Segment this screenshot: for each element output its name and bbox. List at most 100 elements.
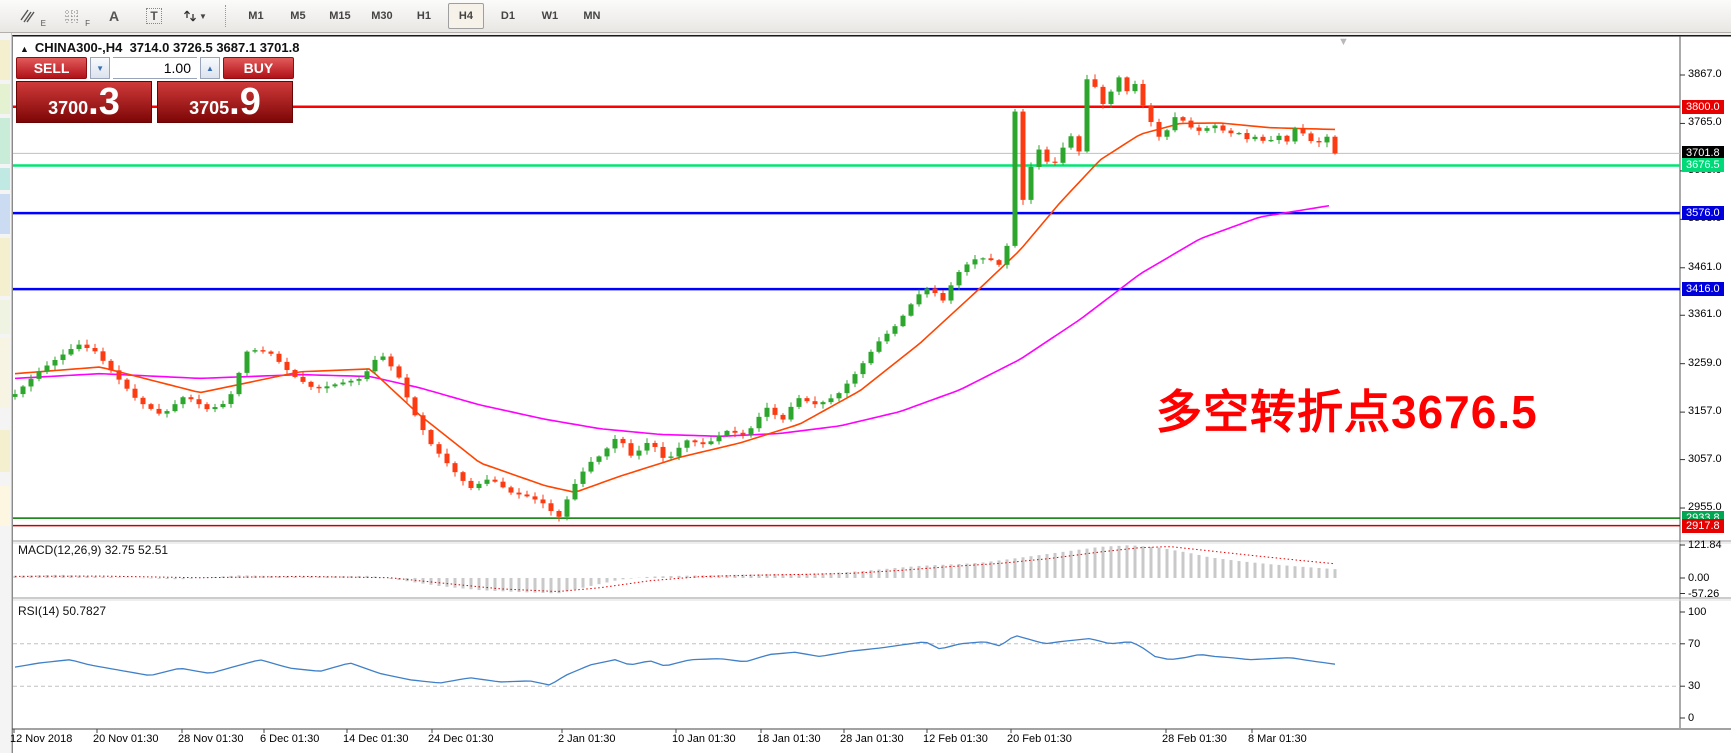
scroll-to-end-marker[interactable]: ▼ [1338,36,1349,48]
date-label: 6 Dec 01:30 [260,733,320,745]
candle-body [1036,149,1042,167]
sell-button[interactable]: SELL [16,57,88,79]
candle-body [988,258,994,261]
rsi-line [14,635,1336,686]
candle-body [828,398,834,403]
candle-body [372,359,378,372]
candle-body [500,481,506,488]
indicator-tool-sub-label: E [40,19,46,28]
timeframe-button-MN[interactable]: MN [583,10,601,22]
candle-body [668,456,674,458]
timeframe-button-H4[interactable]: H4 [447,3,484,29]
candle-body [244,351,250,373]
candle-body [228,394,234,405]
candle-body [476,483,482,489]
text-box-tool-button[interactable]: T [136,3,172,29]
volume-decrease-button[interactable]: ▼ [90,57,110,79]
candle-body [172,404,178,412]
candle-body [748,428,754,435]
left-panel-band [0,238,10,296]
candle-body [788,406,794,420]
candle-body [868,351,874,364]
left-panel-band [0,118,10,164]
candle-body [444,453,450,464]
volume-increase-button[interactable]: ▲ [200,57,220,79]
arrows-tool-button[interactable]: ▼ [176,3,214,29]
candle-body [60,354,66,361]
candle-body [364,371,370,380]
sell-price-main: 3700 [48,98,89,118]
candle-body [1292,128,1298,142]
candle-body [1148,105,1154,123]
candle-body [1020,111,1026,200]
rsi-tick-label: 0 [1688,712,1695,724]
timeframe-button-M5[interactable]: M5 [290,10,306,22]
candle-body [436,444,442,454]
candle-body [116,370,122,380]
buy-button[interactable]: BUY [222,57,294,79]
candle-body [404,377,410,398]
candle-body [580,471,586,484]
candle-body [1116,77,1122,92]
candle-body [660,446,666,458]
timeframe-button-H1[interactable]: H1 [416,10,431,22]
candle-body [1196,127,1202,131]
candle-body [508,487,514,493]
candle-body [148,404,154,409]
buy-price[interactable]: 3705.9 [157,81,293,123]
ma-slow-line [14,204,1330,438]
candle-body [1044,149,1050,162]
candle-body [68,349,74,355]
candle-body [924,288,930,295]
candle-body [556,511,562,517]
candle-body [388,356,394,367]
candle-body [1332,136,1338,154]
dotted-grid-icon [64,9,80,23]
candle-body [420,415,426,431]
candle-body [1140,84,1146,106]
chart-ohlc-values: 3714.0 3726.5 3687.1 3701.8 [129,40,300,55]
grid-icon[interactable]: F [52,3,92,29]
candle-body [1004,245,1010,265]
text-box-tool-glyph: T [146,8,162,24]
sell-price[interactable]: 3700.3 [16,81,152,123]
candle-body [396,366,402,378]
candle-body [1212,125,1218,129]
candle-body [84,344,90,348]
macd-tick-label: 121.84 [1688,538,1722,551]
timeframe-button-D1[interactable]: D1 [500,10,515,22]
macd-tick-label: 0.00 [1688,572,1710,584]
timeframe-button-M30[interactable]: M30 [371,10,393,22]
text-label-tool-button[interactable]: A [108,8,120,24]
candle-body [804,398,810,402]
candle-body [876,341,882,352]
candle-body [764,407,770,417]
candle-body [1060,147,1066,163]
candle-body [204,404,210,410]
candle-body [740,432,746,435]
candle-body [844,383,850,394]
candle-body [292,370,298,377]
candle-body [564,499,570,517]
candle-body [124,379,130,389]
candle-body [1028,166,1034,200]
candle-body [812,401,818,405]
macd-tick-label: -57.26 [1688,587,1720,600]
candle-body [212,407,218,410]
chart-text-annotation[interactable]: 多空转折点3676.5 [1156,386,1538,438]
price-badge-3701.8: 3701.8 [1682,146,1724,161]
timeframe-button-M15[interactable]: M15 [329,10,351,22]
candle-body [1244,133,1250,140]
candle-body [260,350,266,352]
price-tick-label: 3259.0 [1688,356,1722,369]
candle-body [300,376,306,382]
volume-input[interactable] [113,57,197,79]
candle-body [44,365,50,372]
candle-body [236,372,242,395]
timeframe-button-M1[interactable]: M1 [248,10,264,22]
candle-body [1188,120,1194,128]
candle-body [164,411,170,414]
timeframe-button-W1[interactable]: W1 [541,10,559,22]
indicator-lines-icon[interactable]: E [8,3,48,29]
